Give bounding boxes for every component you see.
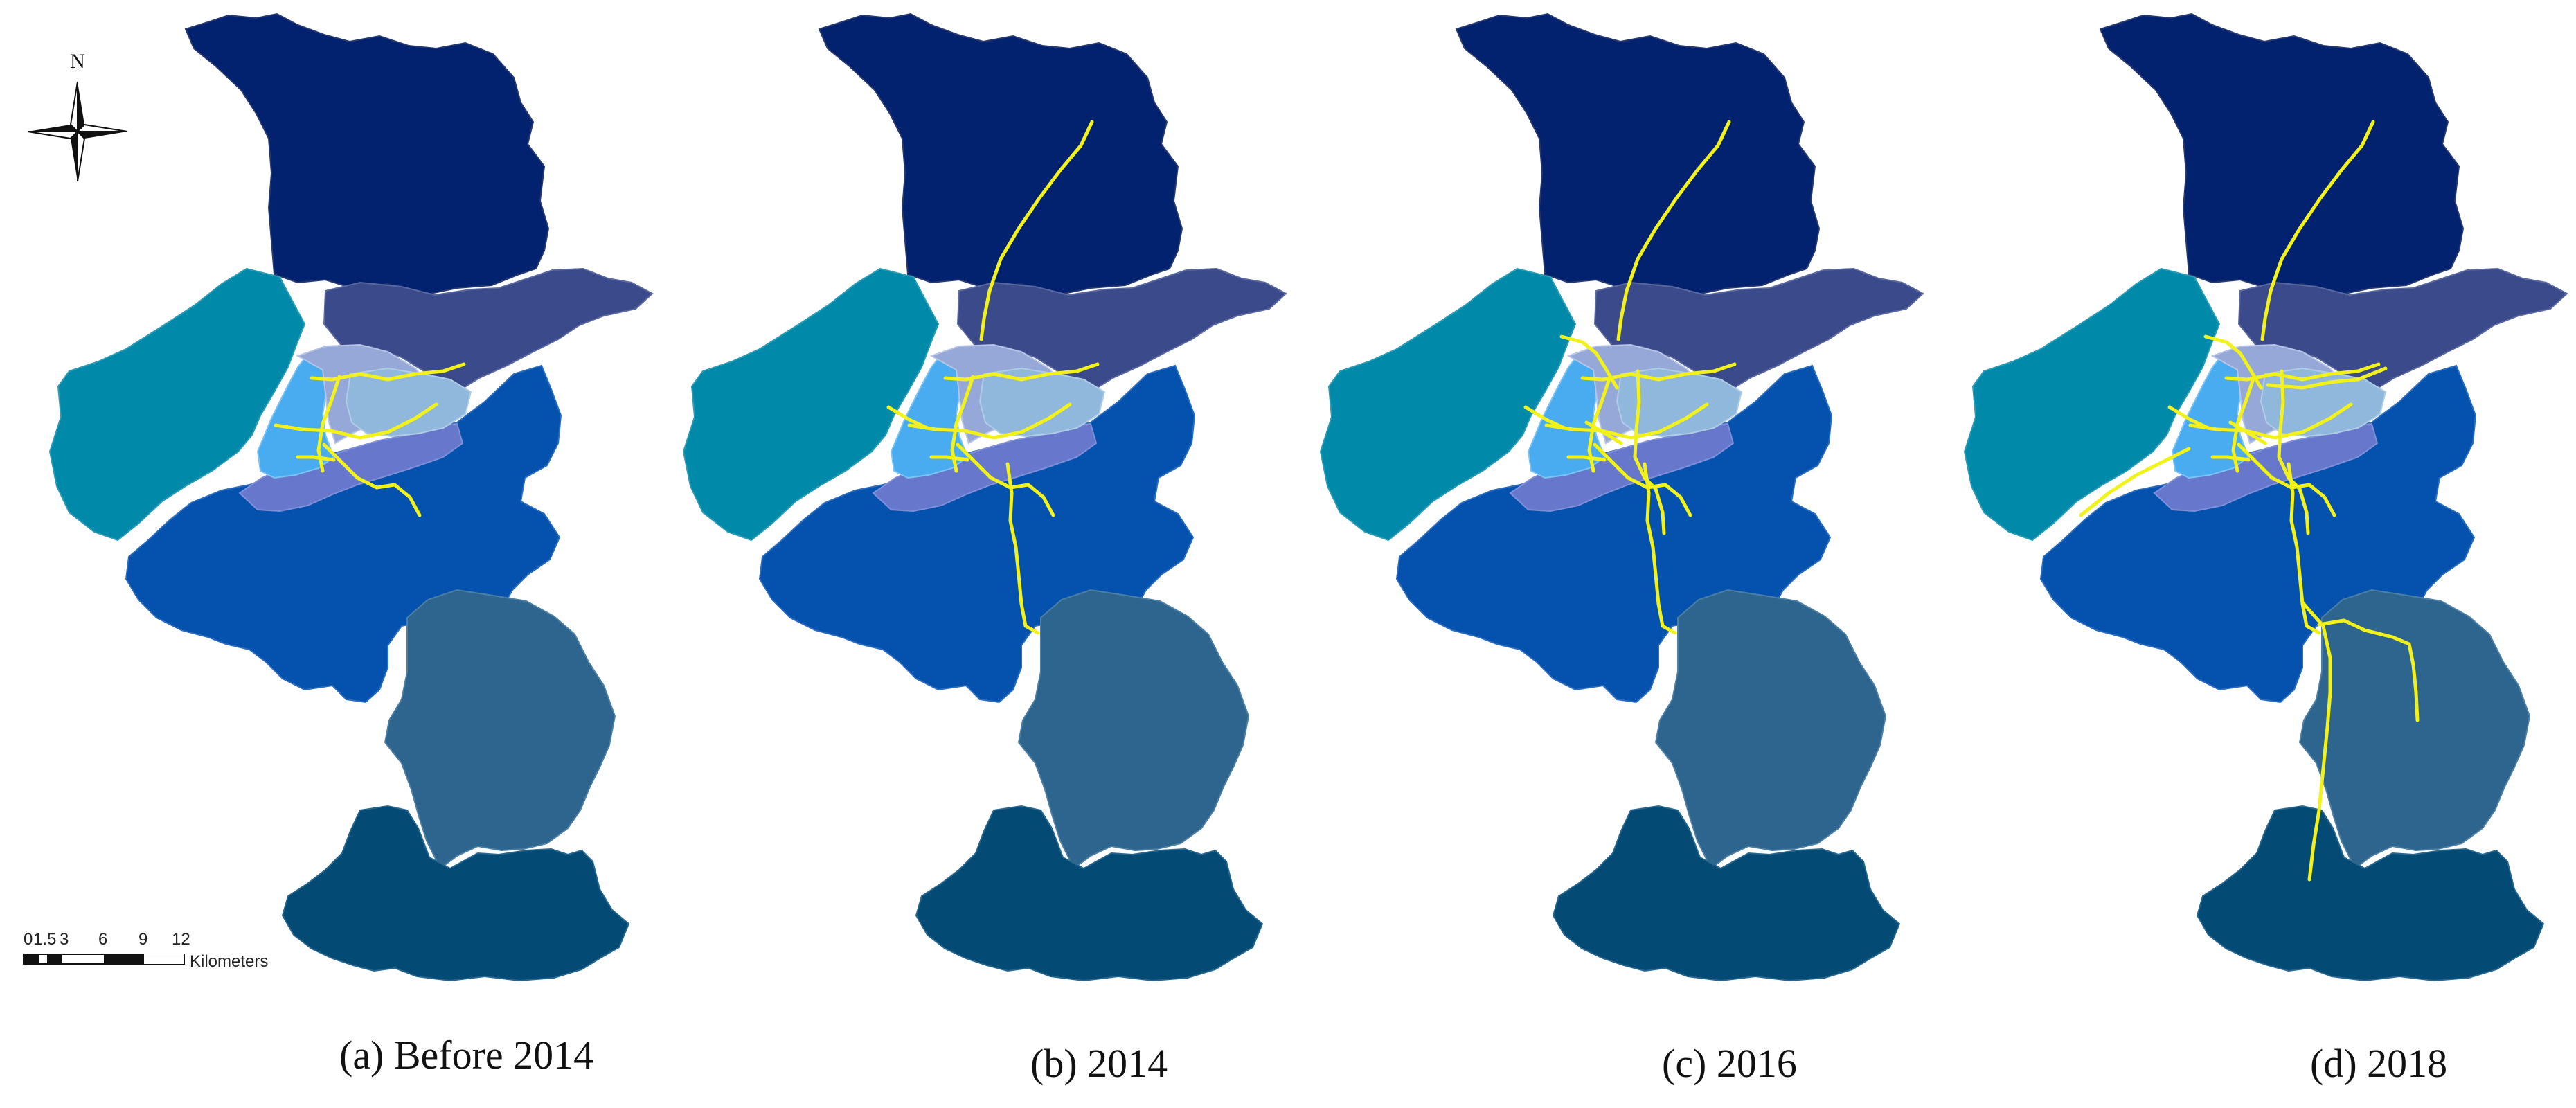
scale-unit: Kilometers — [190, 952, 268, 971]
scale-tick-4: 9 — [138, 930, 147, 949]
scale-tick-3: 6 — [98, 930, 107, 949]
caption-panel-d: (d) 2018 — [2310, 1041, 2448, 1086]
scale-bar: 0 1.5 3 6 9 12 Kilometers — [23, 930, 268, 971]
scale-tick-0: 0 — [24, 930, 33, 949]
scale-tick-5: 12 — [172, 930, 190, 949]
panel-c-map — [1320, 13, 1924, 981]
panel-a-map — [49, 13, 653, 981]
caption-panel-b: (b) 2014 — [1030, 1041, 1168, 1086]
caption-panel-c: (c) 2016 — [1662, 1041, 1797, 1086]
scale-tick-2: 3 — [60, 930, 69, 949]
caption-panel-a: (a) Before 2014 — [339, 1033, 594, 1078]
panel-b-map — [683, 13, 1287, 981]
panel-d-map — [1964, 13, 2568, 981]
north-arrow: N — [27, 50, 128, 182]
scale-tick-1: 1.5 — [33, 930, 56, 949]
north-label: N — [70, 50, 85, 73]
